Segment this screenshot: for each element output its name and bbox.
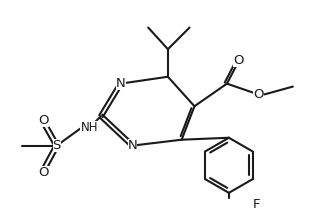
Text: O: O xyxy=(233,54,244,67)
Text: N: N xyxy=(128,139,137,152)
Text: NH: NH xyxy=(80,121,98,134)
Text: O: O xyxy=(253,88,264,101)
Text: F: F xyxy=(253,198,260,211)
Text: O: O xyxy=(39,166,49,179)
Text: N: N xyxy=(116,77,126,90)
Text: S: S xyxy=(52,139,61,152)
Text: O: O xyxy=(39,114,49,127)
